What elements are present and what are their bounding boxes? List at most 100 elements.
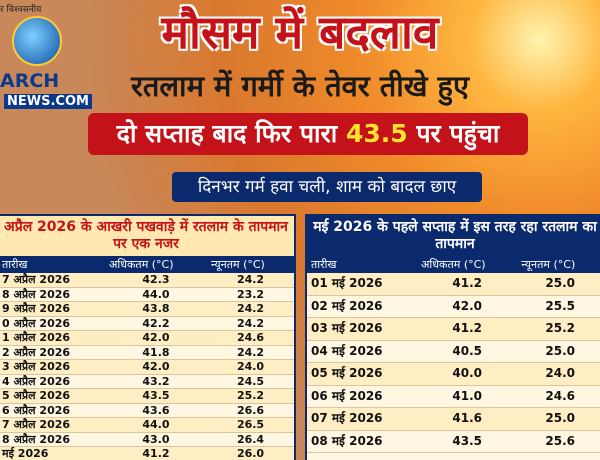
subtitle: रतलाम में गर्मी के तेवर तीखे हुए bbox=[131, 69, 469, 103]
logo-tag: र विश्वसनीय bbox=[0, 5, 42, 15]
column-header: न्यूनतम (°C) bbox=[517, 256, 600, 273]
temp-cell: 44.0 bbox=[104, 287, 208, 302]
date-cell: 08 मई 2026 bbox=[307, 430, 418, 453]
date-cell: 03 मई 2026 bbox=[307, 317, 418, 341]
row: 9 अप्रैल 2026 43.8 24.2 bbox=[0, 301, 294, 317]
date-cell: 07 मई 2026 bbox=[307, 407, 418, 431]
temp-cell: 24.0 bbox=[517, 362, 600, 386]
row: 05 मई 2026 40.0 24.0 bbox=[307, 362, 600, 386]
temp-cell: 25.2 bbox=[517, 317, 600, 341]
date-cell: 1 अप्रैल 2026 bbox=[0, 330, 105, 346]
temp-cell: 25.6 bbox=[517, 430, 600, 453]
date-cell: 02 मई 2026 bbox=[307, 295, 418, 318]
table: तारीख अधिकतम (°C) न्यूनतम (°C) 01 मई 2026 41… bbox=[307, 256, 600, 453]
temp-cell: 25.5 bbox=[517, 295, 600, 318]
temp-cell: 25.0 bbox=[517, 273, 600, 296]
temp-cell: 43.0 bbox=[104, 432, 208, 447]
right-table: मई 2026 के पहले सप्ताह में इस तरह रहा रत… bbox=[305, 214, 600, 460]
column-header: अधिकतम (°C) bbox=[417, 256, 518, 273]
temp-cell: 26.0 bbox=[207, 446, 294, 460]
temp-cell: 43.2 bbox=[104, 374, 208, 389]
temp-cell: 41.0 bbox=[417, 385, 518, 408]
logo-globe bbox=[12, 16, 62, 66]
banner-text: पर पहुंचा bbox=[416, 119, 500, 148]
column-header: तारीख bbox=[0, 256, 105, 273]
row: मई 2026 41.2 26.0 bbox=[0, 446, 294, 460]
row: 8 अप्रैल 2026 43.0 26.4 bbox=[0, 432, 294, 447]
row: 7 अप्रैल 2026 42.3 24.2 bbox=[0, 273, 294, 288]
date-cell: 3 अप्रैल 2026 bbox=[0, 359, 105, 375]
column-header: न्यूनतम (°C) bbox=[207, 256, 294, 273]
temp-cell: 42.3 bbox=[104, 273, 208, 288]
banner: दो सप्ताह बाद फिर पारा 43.5 पर पहुंचा bbox=[88, 113, 528, 155]
temp-cell: 43.5 bbox=[417, 430, 518, 453]
row: 2 अप्रैल 2026 41.8 24.2 bbox=[0, 345, 294, 360]
temp-cell: 24.6 bbox=[207, 330, 294, 346]
temp-cell: 41.2 bbox=[417, 273, 518, 296]
temp-cell: 24.5 bbox=[207, 374, 294, 389]
logo-top: ARCH bbox=[0, 70, 60, 92]
temp-cell: 41.8 bbox=[104, 345, 208, 360]
temp-cell: 26.6 bbox=[207, 403, 294, 418]
row: 0 अप्रैल 2026 42.2 24.2 bbox=[0, 316, 294, 331]
date-cell: 04 मई 2026 bbox=[307, 340, 418, 363]
header-row: तारीख अधिकतम (°C) न्यूनतम (°C) bbox=[0, 256, 294, 273]
temp-cell: 23.2 bbox=[207, 287, 294, 302]
date-cell: 2 अप्रैल 2026 bbox=[0, 345, 105, 360]
temp-cell: 43.6 bbox=[104, 403, 208, 418]
temp-cell: 25.2 bbox=[207, 388, 294, 404]
temp-cell: 24.0 bbox=[207, 359, 294, 375]
temp-cell: 43.5 bbox=[104, 388, 208, 404]
date-cell: 7 अप्रैल 2026 bbox=[0, 417, 105, 433]
date-cell: 7 अप्रैल 2026 bbox=[0, 273, 105, 288]
row: 06 मई 2026 41.0 24.6 bbox=[307, 385, 600, 408]
temp-cell: 42.2 bbox=[104, 316, 208, 331]
temp-cell: 42.0 bbox=[104, 359, 208, 375]
row: 6 अप्रैल 2026 43.6 26.6 bbox=[0, 403, 294, 418]
temp-cell: 26.4 bbox=[207, 432, 294, 447]
row: 02 मई 2026 42.0 25.5 bbox=[307, 295, 600, 318]
date-cell: 01 मई 2026 bbox=[307, 273, 418, 296]
temp-cell: 41.6 bbox=[417, 407, 518, 431]
date-cell: 4 अप्रैल 2026 bbox=[0, 374, 105, 389]
row: 4 अप्रैल 2026 43.2 24.5 bbox=[0, 374, 294, 389]
date-cell: मई 2026 bbox=[0, 446, 105, 460]
temp-cell: 40.5 bbox=[417, 340, 518, 363]
temp-cell: 44.0 bbox=[104, 417, 208, 433]
logo: र विश्वसनीय ARCH NEWS.COM bbox=[0, 0, 92, 118]
header-row: तारीख अधिकतम (°C) न्यूनतम (°C) bbox=[307, 256, 600, 273]
date-cell: 8 अप्रैल 2026 bbox=[0, 287, 105, 302]
row: 03 मई 2026 41.2 25.2 bbox=[307, 317, 600, 341]
left-table: अप्रैल 2026 के आखरी पखवाड़े में रतलाम के… bbox=[0, 214, 296, 460]
date-cell: 6 अप्रैल 2026 bbox=[0, 403, 105, 418]
temp-cell: 25.0 bbox=[517, 340, 600, 363]
date-cell: 06 मई 2026 bbox=[307, 385, 418, 408]
row: 3 अप्रैल 2026 42.0 24.0 bbox=[0, 359, 294, 375]
temp-cell: 41.2 bbox=[417, 317, 518, 341]
column-header: तारीख bbox=[307, 256, 418, 273]
date-cell: 0 अप्रैल 2026 bbox=[0, 316, 105, 331]
temp-cell: 24.2 bbox=[207, 301, 294, 317]
banner-value: 43.5 bbox=[345, 119, 408, 148]
table: तारीख अधिकतम (°C) न्यूनतम (°C) 7 अप्रैल 202… bbox=[0, 256, 294, 460]
date-cell: 5 अप्रैल 2026 bbox=[0, 388, 105, 404]
row: 5 अप्रैल 2026 43.5 25.2 bbox=[0, 388, 294, 404]
temp-cell: 41.2 bbox=[104, 446, 208, 460]
row: 8 अप्रैल 2026 44.0 23.2 bbox=[0, 287, 294, 302]
logo-bottom: NEWS.COM bbox=[4, 94, 92, 109]
row: 04 मई 2026 40.5 25.0 bbox=[307, 340, 600, 363]
date-cell: 05 मई 2026 bbox=[307, 362, 418, 386]
row: 1 अप्रैल 2026 42.0 24.6 bbox=[0, 330, 294, 346]
table-title: अप्रैल 2026 के आखरी पखवाड़े में रतलाम के… bbox=[0, 216, 294, 256]
band: दिनभर गर्म हवा चली, शाम को बादल छाए bbox=[172, 172, 482, 202]
date-cell: 8 अप्रैल 2026 bbox=[0, 432, 105, 447]
temp-cell: 40.0 bbox=[417, 362, 518, 386]
temp-cell: 24.2 bbox=[207, 316, 294, 331]
temp-cell: 25.0 bbox=[517, 407, 600, 431]
row: 08 मई 2026 43.5 25.6 bbox=[307, 430, 600, 453]
temp-cell: 42.0 bbox=[104, 330, 208, 346]
date-cell: 9 अप्रैल 2026 bbox=[0, 301, 105, 317]
table-title: मई 2026 के पहले सप्ताह में इस तरह रहा रत… bbox=[307, 216, 600, 256]
column-header: अधिकतम (°C) bbox=[104, 256, 208, 273]
